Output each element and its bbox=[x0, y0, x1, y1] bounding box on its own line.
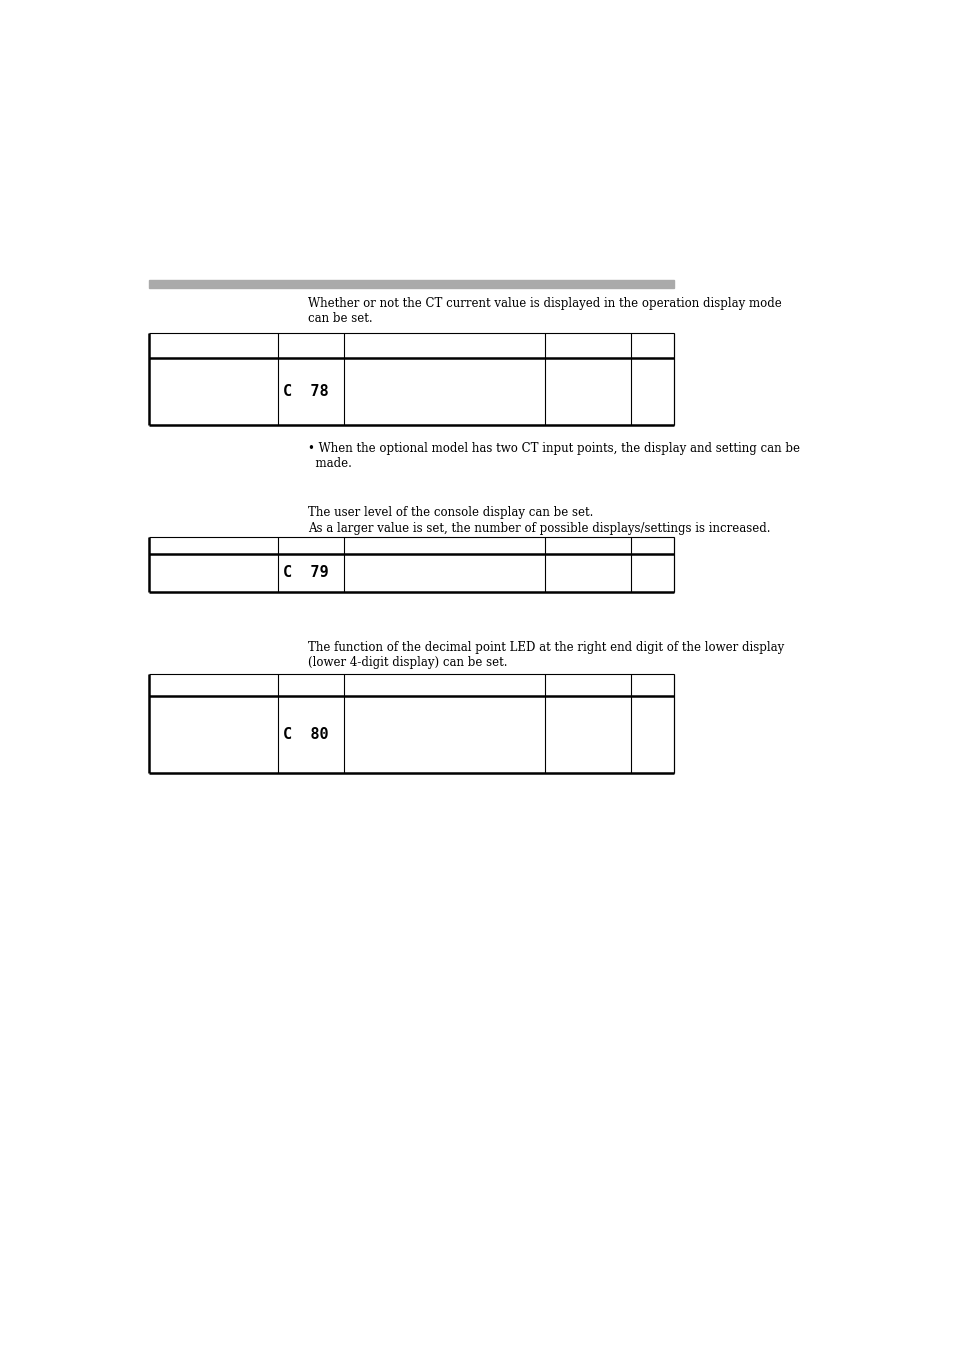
Text: The user level of the console display can be set.: The user level of the console display ca… bbox=[307, 507, 593, 519]
Text: C  79: C 79 bbox=[283, 566, 329, 581]
Text: (lower 4-digit display) can be set.: (lower 4-digit display) can be set. bbox=[307, 657, 507, 670]
Text: Whether or not the CT current value is displayed in the operation display mode: Whether or not the CT current value is d… bbox=[307, 297, 781, 309]
Text: C  80: C 80 bbox=[283, 727, 329, 742]
Text: made.: made. bbox=[307, 457, 351, 470]
Text: can be set.: can be set. bbox=[307, 312, 372, 326]
Text: • When the optional model has two CT input points, the display and setting can b: • When the optional model has two CT inp… bbox=[307, 442, 799, 455]
Text: The function of the decimal point LED at the right end digit of the lower displa: The function of the decimal point LED at… bbox=[307, 642, 783, 654]
Text: As a larger value is set, the number of possible displays/settings is increased.: As a larger value is set, the number of … bbox=[307, 521, 769, 535]
Text: C  78: C 78 bbox=[283, 385, 329, 400]
Bar bbox=[149, 280, 674, 288]
